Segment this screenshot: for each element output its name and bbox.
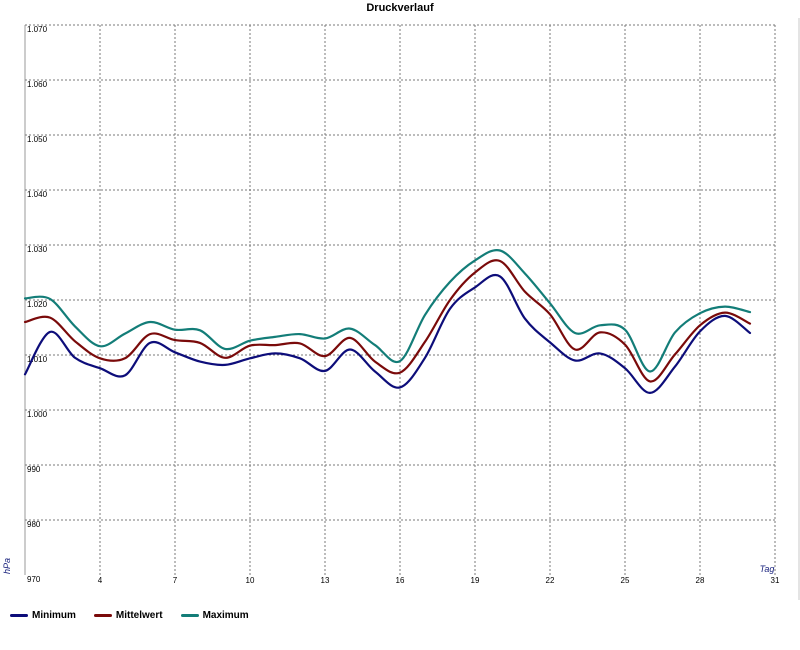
grid [24,24,776,575]
y-tick-label: 1.050 [27,135,48,144]
x-tick-label: 13 [321,576,330,585]
x-axis-ticks: 4 7 10 13 16 19 22 25 28 31 [98,576,780,585]
x-tick-label: 25 [621,576,630,585]
y-tick-label: 970 [27,575,41,584]
series-line-mittelwert [23,259,752,383]
legend-label-minimum: Minimum [32,610,76,621]
series-line-maximum [23,248,752,373]
x-tick-label: 16 [396,576,405,585]
legend-item-maximum: Maximum [180,610,249,621]
legend-swatch-maximum [180,614,199,617]
legend-swatch-mittelwert [93,614,112,617]
x-tick-label: 4 [98,576,103,585]
x-tick-label: 7 [173,576,178,585]
y-tick-label: 1.010 [27,355,48,364]
series-lines [23,248,752,395]
legend-label-maximum: Maximum [202,610,249,621]
y-tick-label: 1.000 [27,410,48,419]
x-tick-label: 31 [771,576,780,585]
x-tick-label: 19 [471,576,480,585]
legend: Minimum Mittelwert Maximum [10,610,249,621]
y-tick-label: 1.070 [27,25,48,34]
legend-label-mittelwert: Mittelwert [115,610,163,621]
x-tick-label: 10 [246,576,255,585]
series-line-minimum [23,274,752,395]
x-tick-label: 28 [696,576,705,585]
y-tick-label: 1.040 [27,190,48,199]
y-axis-ticks: 970 980 990 1.000 1.010 1.020 1.030 1.040 1.050 1… [27,25,48,584]
y-tick-label: 1.060 [27,80,48,89]
legend-item-mittelwert: Mittelwert [93,610,163,621]
y-tick-label: 990 [27,465,41,474]
y-tick-label: 1.020 [27,300,48,309]
y-tick-label: 1.030 [27,245,48,254]
chart-title: Druckverlauf [366,2,434,14]
y-axis-label: hPa [2,558,12,574]
legend-item-minimum: Minimum [10,610,76,621]
x-tick-label: 22 [546,576,555,585]
x-axis-label: Tag [760,564,775,574]
legend-swatch-minimum [10,614,28,617]
y-tick-label: 980 [27,520,41,529]
